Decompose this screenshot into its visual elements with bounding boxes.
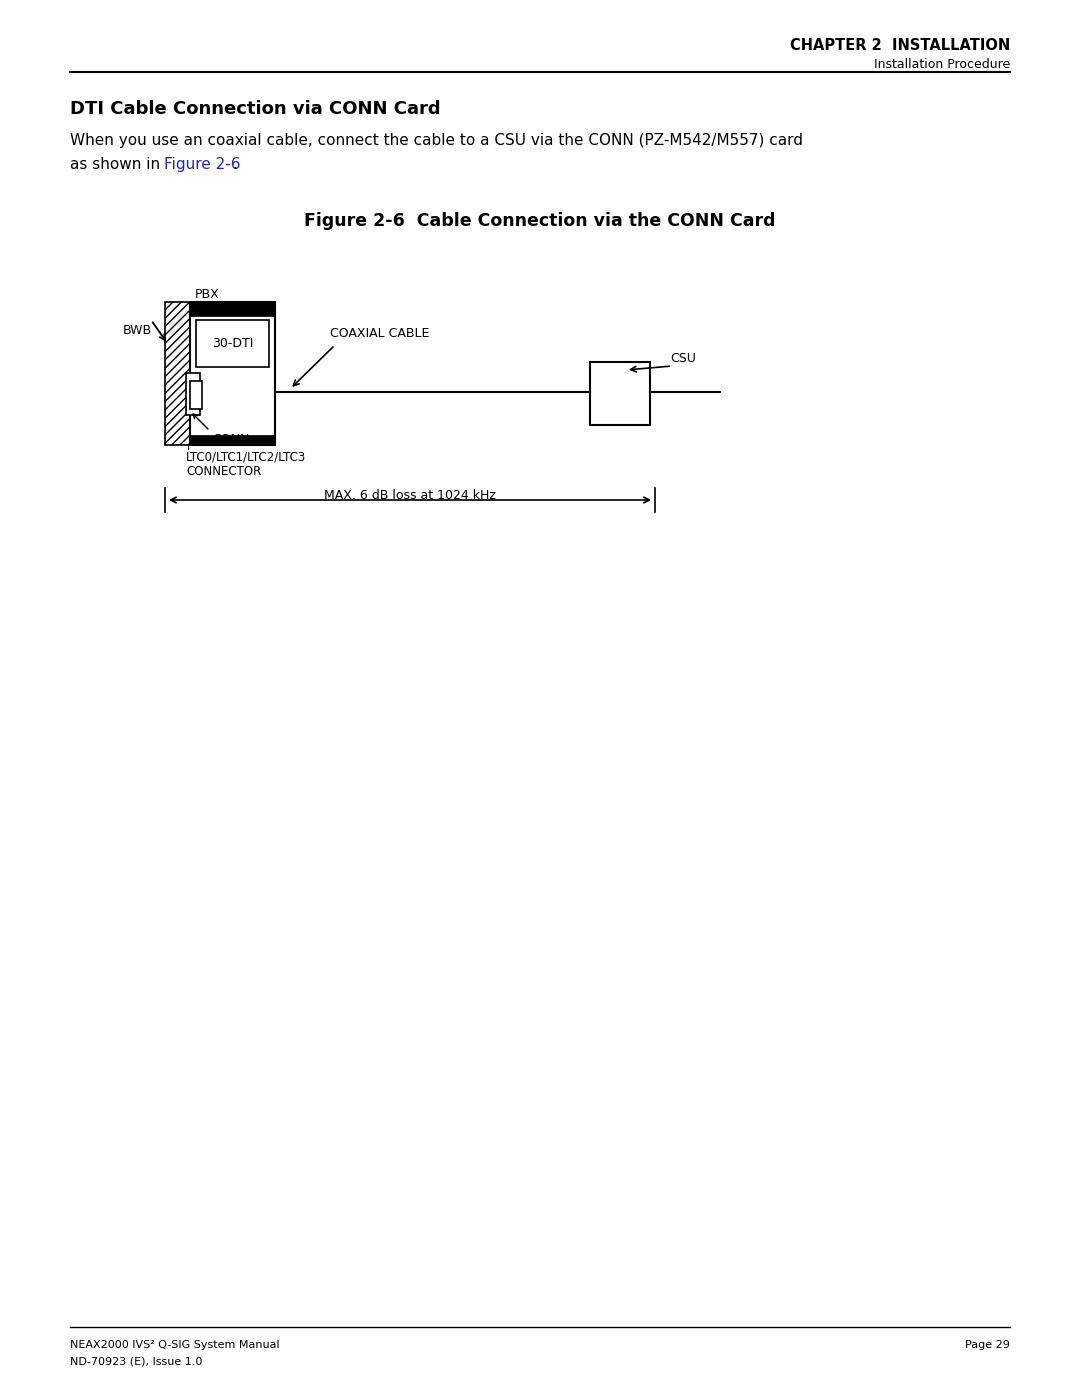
Text: CONNECTOR: CONNECTOR bbox=[186, 465, 261, 478]
Text: CHAPTER 2  INSTALLATION: CHAPTER 2 INSTALLATION bbox=[789, 38, 1010, 53]
Text: Installation Procedure: Installation Procedure bbox=[874, 59, 1010, 71]
Bar bbox=[195, 320, 269, 367]
Bar bbox=[165, 302, 190, 446]
Bar bbox=[190, 381, 202, 409]
Text: CSU: CSU bbox=[670, 352, 696, 365]
Text: as shown in: as shown in bbox=[70, 156, 165, 172]
Text: 30-DTI: 30-DTI bbox=[212, 337, 253, 351]
Text: ND-70923 (E), Issue 1.0: ND-70923 (E), Issue 1.0 bbox=[70, 1356, 202, 1366]
Text: COAXIAL CABLE: COAXIAL CABLE bbox=[330, 327, 430, 339]
Text: Figure 2-6  Cable Connection via the CONN Card: Figure 2-6 Cable Connection via the CONN… bbox=[305, 212, 775, 231]
Text: Figure 2-6: Figure 2-6 bbox=[164, 156, 241, 172]
Text: DTI Cable Connection via CONN Card: DTI Cable Connection via CONN Card bbox=[70, 101, 441, 117]
Bar bbox=[190, 302, 275, 316]
Text: When you use an coaxial cable, connect the cable to a CSU via the CONN (PZ-M542/: When you use an coaxial cable, connect t… bbox=[70, 133, 804, 148]
Text: BWB: BWB bbox=[123, 324, 152, 337]
Text: Page 29: Page 29 bbox=[966, 1340, 1010, 1350]
Bar bbox=[186, 373, 200, 415]
Text: LTC0/LTC1/LTC2/LTC3: LTC0/LTC1/LTC2/LTC3 bbox=[186, 451, 307, 464]
Text: MAX. 6 dB loss at 1024 kHz: MAX. 6 dB loss at 1024 kHz bbox=[324, 489, 496, 502]
Text: .: . bbox=[232, 156, 237, 172]
Text: CONN: CONN bbox=[212, 433, 249, 446]
Bar bbox=[190, 302, 275, 446]
Text: NEAX2000 IVS² Q-SIG System Manual: NEAX2000 IVS² Q-SIG System Manual bbox=[70, 1340, 280, 1350]
Bar bbox=[190, 434, 275, 446]
Bar bbox=[590, 362, 650, 425]
Text: PBX: PBX bbox=[195, 288, 219, 300]
